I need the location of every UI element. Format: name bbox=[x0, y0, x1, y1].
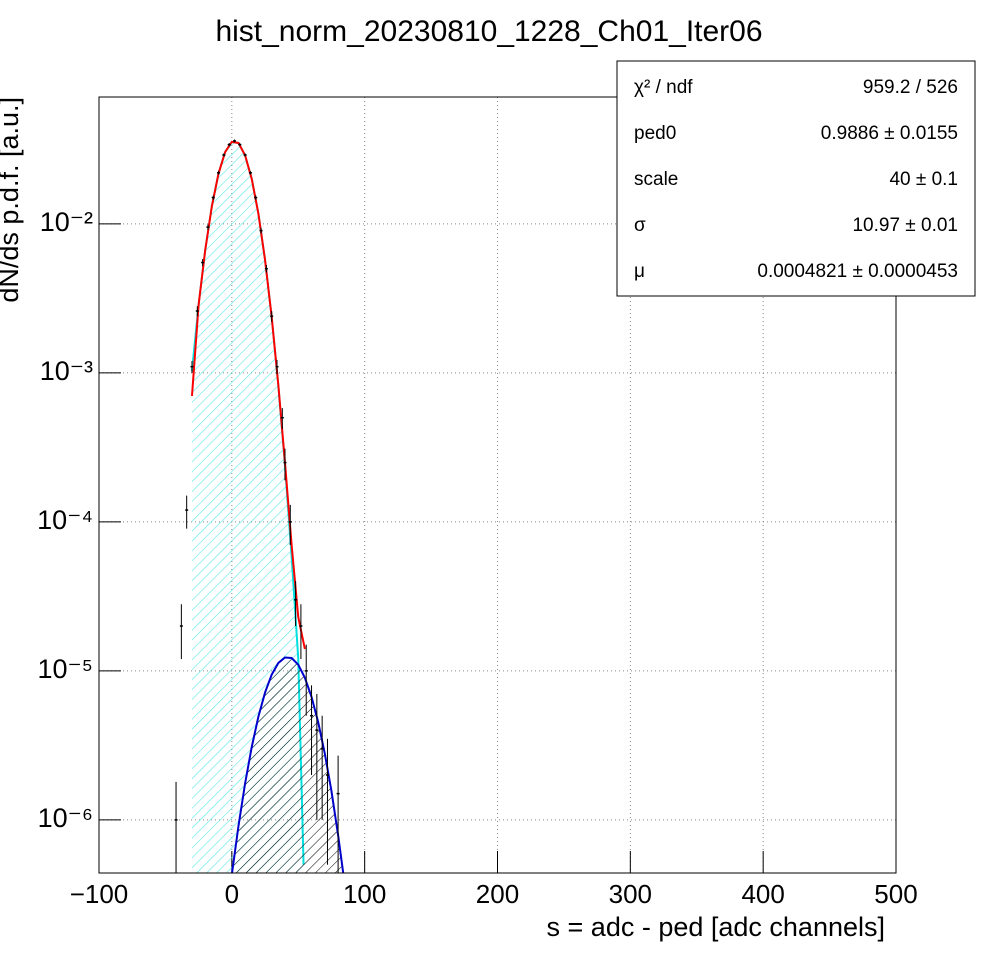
stats-value: 40 ± 0.1 bbox=[889, 169, 958, 190]
y-tick-label: 10⁻⁵ bbox=[38, 654, 93, 684]
stats-box: χ² / ndf 959.2 / 526 ped0 0.9886 ± 0.0155 sc… bbox=[616, 60, 976, 297]
stats-label: σ bbox=[634, 215, 646, 236]
stats-label: scale bbox=[634, 169, 678, 190]
stats-value: 0.0004821 ± 0.0000453 bbox=[757, 261, 958, 282]
frame bbox=[98, 96, 897, 874]
stats-label: μ bbox=[634, 261, 645, 282]
stats-label: ped0 bbox=[634, 123, 676, 144]
x-axis-label: s = adc - ped [adc channels] bbox=[547, 912, 885, 942]
y-axis-label: dN/ds p.d.f. [a.u.] bbox=[0, 97, 24, 303]
hatched-area bbox=[232, 657, 344, 873]
data-layer bbox=[174, 139, 345, 873]
x-tick-label: 500 bbox=[874, 879, 917, 909]
x-tick-label: 100 bbox=[343, 879, 386, 909]
stats-value: 959.2 / 526 bbox=[863, 77, 958, 98]
y-tick-label: 10⁻⁴ bbox=[37, 505, 93, 535]
x-tick-label: 300 bbox=[609, 879, 652, 909]
stats-value: 0.9886 ± 0.0155 bbox=[821, 123, 958, 144]
fit-curve bbox=[231, 656, 345, 873]
chart-title: hist_norm_20230810_1228_Ch01_Iter06 bbox=[215, 15, 762, 48]
x-tick-label: 400 bbox=[741, 879, 784, 909]
y-tick-label: 10⁻² bbox=[40, 207, 93, 237]
x-tick-label: 200 bbox=[476, 879, 519, 909]
stats-value: 10.97 ± 0.01 bbox=[852, 215, 958, 236]
y-tick-label: 10⁻⁶ bbox=[38, 803, 93, 833]
fit-curve bbox=[190, 140, 306, 650]
stats-label: χ² / ndf bbox=[634, 77, 693, 98]
stats-border bbox=[616, 60, 976, 297]
y-tick-label: 10⁻³ bbox=[40, 356, 93, 386]
x-tick-label: −100 bbox=[70, 879, 129, 909]
plot-area: −100 0 100 200 300 400 500 10⁻⁶ 10⁻⁵ 10⁻⁴ 10⁻³ 10⁻² bbox=[37, 97, 918, 909]
x-tick-label: 0 bbox=[225, 879, 239, 909]
